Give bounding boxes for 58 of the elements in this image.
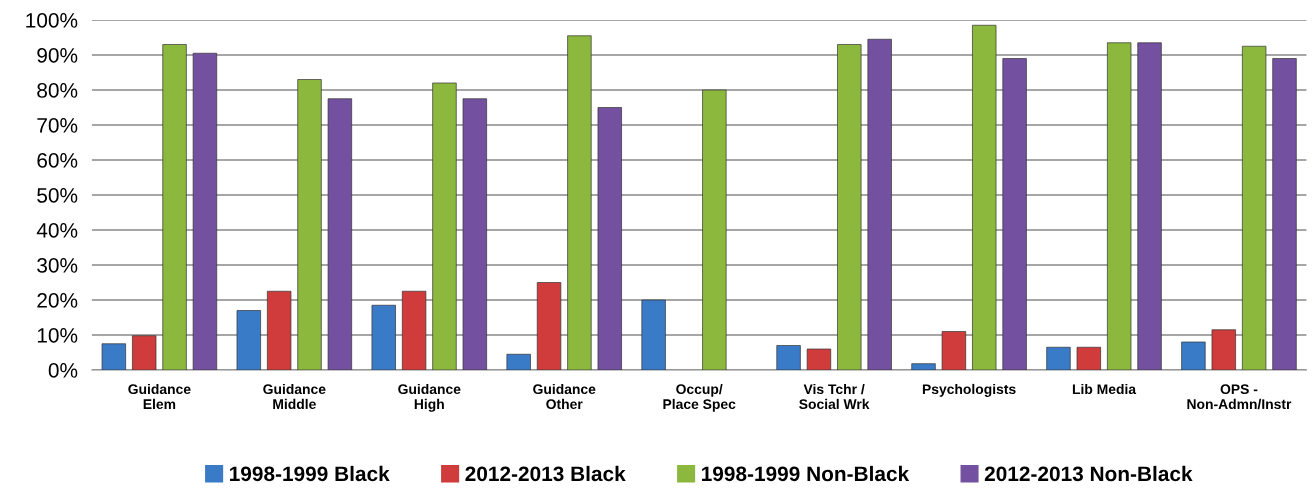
y-tick-label: 10%	[37, 328, 78, 343]
bar	[941, 331, 967, 370]
y-tick-label: 90%	[37, 48, 78, 63]
y-tick-label: 30%	[37, 258, 78, 273]
bar	[972, 24, 997, 370]
legend-label: 2012-2013 Black	[465, 465, 626, 482]
bar	[327, 98, 353, 370]
y-tick-label: 70%	[37, 118, 78, 133]
bar	[702, 89, 727, 370]
x-tick-label: Lib Media	[1072, 383, 1137, 395]
y-tick-label: 0%	[48, 363, 78, 378]
bar	[297, 79, 322, 370]
bar	[1137, 42, 1162, 370]
bar	[1107, 42, 1132, 370]
x-tick-label: Guidance High	[398, 383, 461, 412]
bar	[867, 38, 892, 370]
bar	[432, 82, 457, 370]
x-tick-label: Psychologists	[922, 383, 1016, 397]
bar	[1272, 58, 1297, 370]
bar	[371, 304, 396, 370]
y-tick-label: 100%	[26, 13, 78, 28]
bar	[132, 335, 157, 370]
y-tick-label: 60%	[37, 153, 78, 168]
bar	[806, 348, 832, 370]
bar	[597, 107, 622, 370]
x-tick-label: Vis Tchr / Social Wrk	[799, 383, 870, 410]
legend-label: 2012-2013 Non-Black	[984, 465, 1193, 482]
x-tick-label: Guidance Other	[533, 383, 596, 410]
x-tick-label: Occup/ Place Spec	[663, 383, 736, 412]
y-tick-label: 20%	[37, 293, 78, 308]
bar	[1211, 329, 1236, 370]
bar	[1076, 346, 1101, 370]
bar	[567, 35, 592, 370]
bar	[101, 343, 126, 370]
x-tick-label: OPS - Non-Admn/Instr	[1187, 384, 1292, 410]
bar	[236, 310, 261, 370]
bar	[911, 363, 936, 370]
bar	[462, 98, 487, 370]
bar	[401, 290, 427, 370]
bar	[1241, 45, 1267, 370]
bar	[1002, 58, 1027, 370]
x-tick-label: Guidance Middle	[263, 383, 326, 410]
bar	[506, 353, 531, 370]
bar	[776, 345, 801, 370]
bar	[1181, 341, 1206, 370]
bar	[192, 52, 218, 370]
bar	[536, 282, 562, 370]
legend-label: 1998-1999 Black	[230, 465, 390, 482]
bar	[1046, 346, 1071, 370]
x-tick-label: Guidance Elem	[128, 383, 191, 410]
bar	[266, 290, 292, 370]
y-tick-label: 80%	[37, 83, 78, 98]
legend-label: 1998-1999 Non-Black	[702, 465, 910, 482]
y-tick-label: 50%	[37, 188, 78, 203]
bar	[162, 44, 187, 370]
bar	[837, 44, 862, 370]
bar	[641, 299, 666, 370]
y-tick-label: 40%	[36, 223, 78, 238]
